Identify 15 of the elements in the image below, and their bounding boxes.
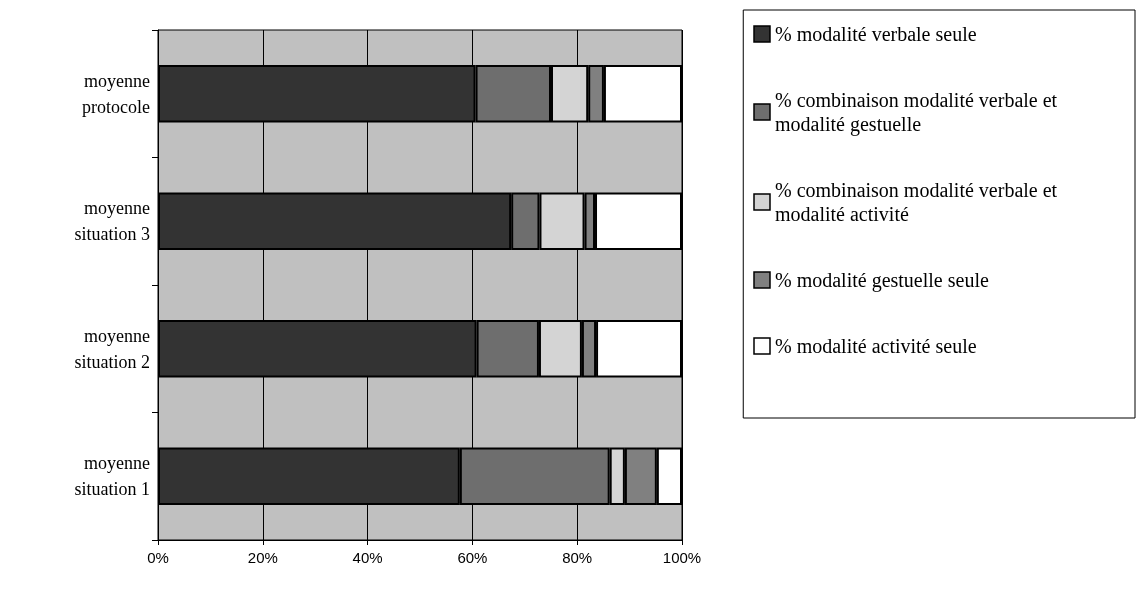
x-tick-label: 100% <box>662 549 702 566</box>
x-tick-label: 0% <box>147 549 169 566</box>
x-tick-label: 60% <box>457 549 488 566</box>
y-tick-label: moyenne protocole <box>82 70 151 117</box>
y-tick-label: moyenne situation 1 <box>74 453 151 500</box>
y-tick-label: moyenne situation 2 <box>74 325 151 372</box>
x-tick-label: 40% <box>352 549 383 566</box>
legend-label: % combinaison modalité verbale et modalité gestuelle <box>775 89 1063 136</box>
legend-label: % modalité verbale seule <box>775 23 977 45</box>
y-tick-label: moyenne situation 3 <box>74 198 151 245</box>
x-tick-label: 80% <box>562 549 593 566</box>
legend-label: % combinaison modalité verbale et modalité activité <box>775 179 1063 225</box>
legend-label: % modalité activité seule <box>775 335 977 357</box>
x-tick-label: 20% <box>247 549 278 566</box>
legend-label: % modalité gestuelle seule <box>775 269 989 292</box>
